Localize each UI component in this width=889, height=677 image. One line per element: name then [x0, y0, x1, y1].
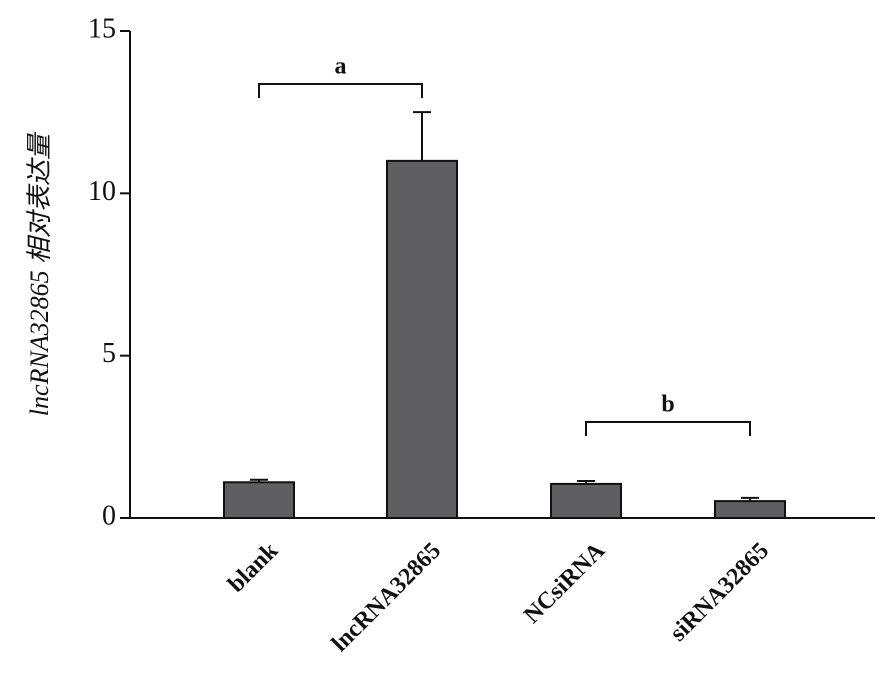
significance-label: b	[661, 392, 674, 418]
significance-bracket	[258, 83, 423, 98]
x-tick-label: NCsiRNA	[519, 537, 610, 628]
y-tick-label: 5	[102, 338, 116, 369]
x-tick-label: lncRNA32865	[327, 538, 446, 657]
significance-bracket	[585, 421, 751, 436]
bar	[550, 482, 622, 520]
y-axis-label: lncRNA32865 相对表达量	[25, 131, 54, 416]
bar	[386, 159, 458, 519]
significance-label: a	[335, 54, 347, 80]
bar	[714, 500, 786, 520]
bar	[223, 481, 295, 519]
y-tick-label: 10	[88, 176, 116, 207]
x-tick-label: siRNA32865	[665, 538, 774, 647]
y-tick-label: 0	[102, 500, 116, 531]
y-tick-label: 15	[88, 13, 116, 44]
x-tick-label: blank	[223, 537, 283, 597]
